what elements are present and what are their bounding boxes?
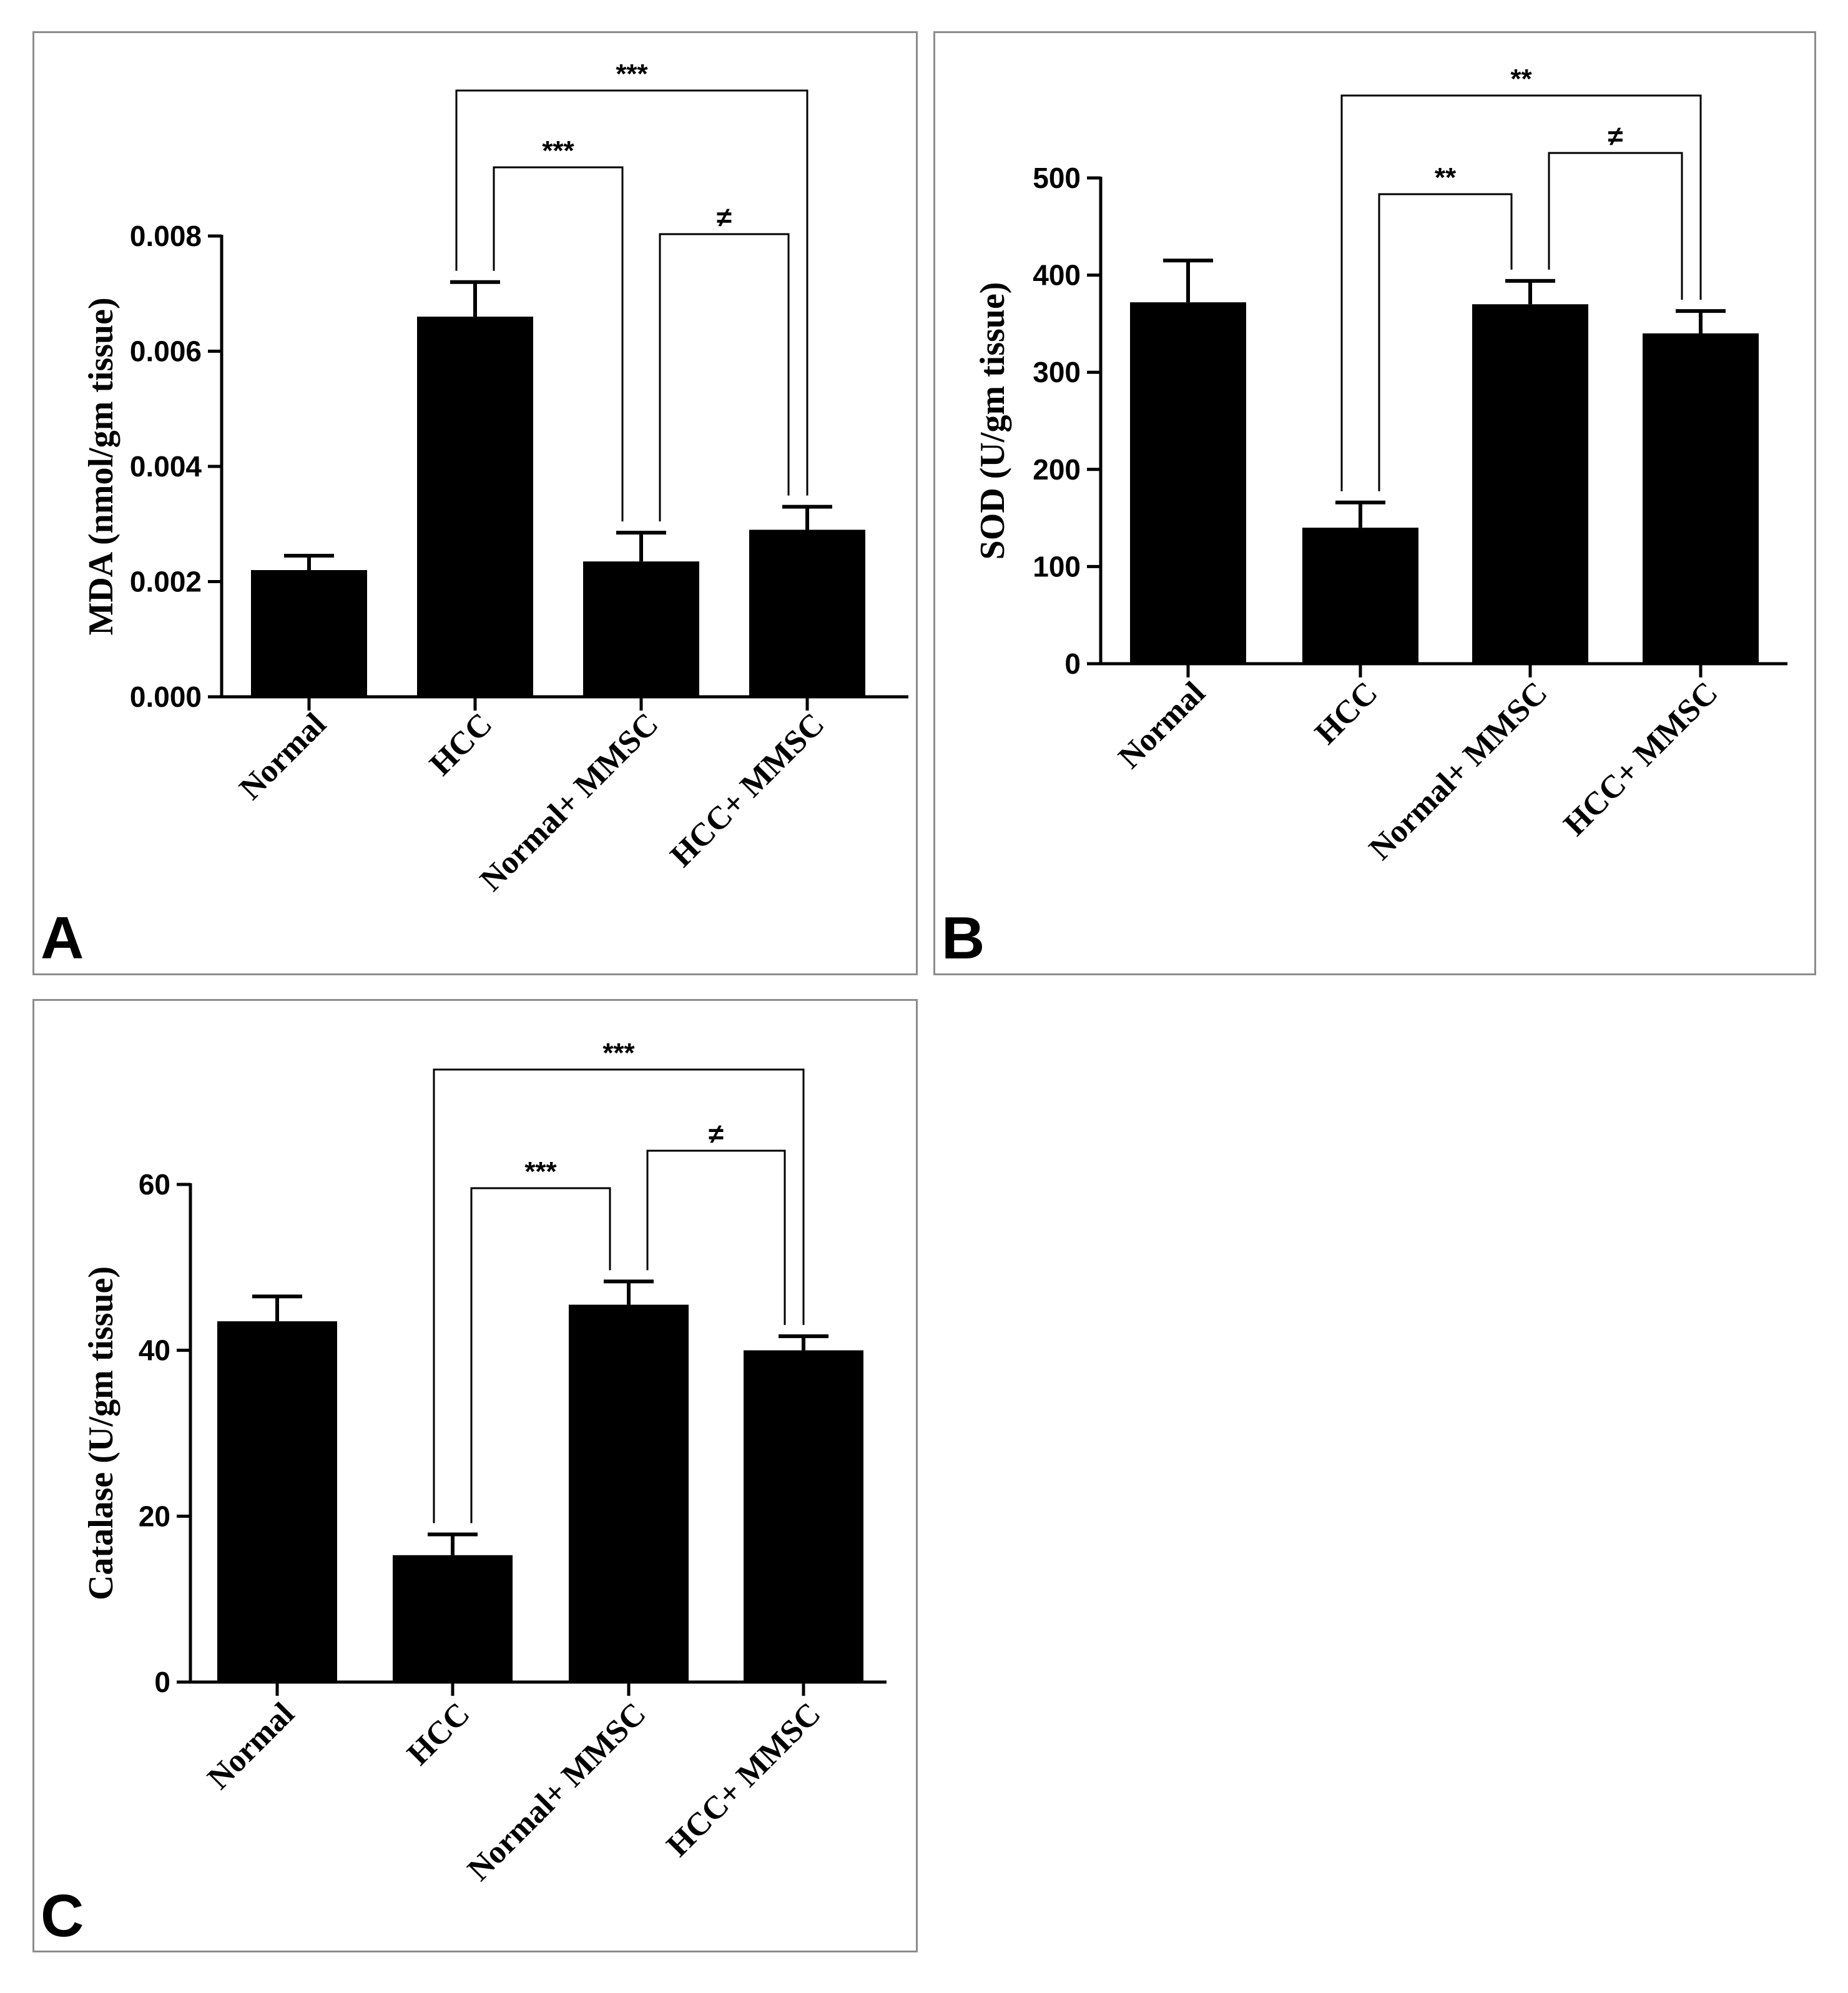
category-label: Normal [201,1696,302,1796]
bar [1643,333,1759,664]
bar [744,1350,863,1682]
y-tick-label: 0.000 [130,681,202,713]
y-tick-label: 200 [1033,453,1081,486]
category-label: HCC [423,706,499,782]
category-label: Normal+ MMSC [473,706,665,898]
significance-label: *** [616,59,648,89]
significance-bracket [1378,193,1513,491]
panel-letter-c: C [41,1882,84,1949]
category-label: Normal+ MMSC [461,1696,652,1887]
panel-letter-b: B [941,905,985,972]
bar [1472,304,1588,664]
significance-bracket [659,233,790,522]
bar [1130,302,1246,664]
significance-label: ** [1510,64,1532,94]
mda-chart: 0.000 0.002 0.004 0.006 0.008 MDA (nmol/gm ti… [82,59,908,898]
y-tick-label: 0.002 [130,566,202,598]
y-tick-label: 0.008 [130,220,202,252]
y-axis-label: Catalase (U/gm tissue) [82,1266,120,1600]
y-tick-label: 0 [154,1666,170,1698]
significance-bracket [1340,94,1702,491]
significance-bracket [493,166,624,522]
bar [217,1321,337,1682]
category-label: HCC+ MMSC [1557,675,1725,843]
bar [393,1555,513,1682]
y-axis-label: SOD (U/gm tissue) [973,282,1012,560]
significance-bracket [455,89,808,496]
category-label: Normal [1112,675,1212,775]
category-label: Normal+ MMSC [1362,675,1554,867]
panel-c: 0 20 40 60 Catalase (U/gm tissue) Normal HCC No… [32,999,918,1952]
bar [569,1304,689,1682]
category-label: HCC+ MMSC [660,1696,828,1864]
significance-label: ≠ [709,1119,724,1149]
significance-label: *** [524,1156,557,1187]
bar [417,317,533,697]
significance-label: ≠ [717,202,732,233]
sod-chart: 0 100 200 300 400 500 SOD (U/gm tissue) Normal H… [973,64,1787,867]
y-tick-label: 60 [139,1168,170,1201]
significance-bracket [1548,152,1683,300]
y-tick-label: 100 [1033,550,1081,583]
panel-b: 0 100 200 300 400 500 SOD (U/gm tissue) Normal H… [933,31,1816,975]
significance-label: *** [602,1038,635,1068]
bar [583,561,699,697]
significance-label: ≠ [1608,121,1623,152]
category-label: Normal [233,706,333,807]
y-axis-label: MDA (nmol/gm tissue) [82,297,120,635]
category-label: HCC+ MMSC [664,706,832,874]
category-label: HCC [1308,675,1384,751]
panel-a: 0.000 0.002 0.004 0.006 0.008 MDA (nmol/gm ti… [32,31,918,975]
category-label: HCC [400,1696,476,1772]
y-tick-label: 300 [1033,356,1081,388]
bar [1302,528,1418,664]
y-tick-label: 40 [139,1334,170,1367]
y-tick-label: 20 [139,1500,170,1532]
significance-label: *** [542,135,574,166]
significance-bracket [433,1068,805,1523]
significance-bracket [646,1149,786,1326]
y-tick-label: 0.006 [130,335,202,368]
bar [251,570,367,697]
significance-bracket [470,1187,611,1523]
significance-label: ** [1435,162,1457,193]
y-tick-label: 500 [1033,162,1081,194]
y-tick-label: 400 [1033,259,1081,292]
bar [749,529,865,697]
panel-letter-a: A [41,905,84,972]
y-tick-label: 0.004 [130,450,202,483]
catalase-chart: 0 20 40 60 Catalase (U/gm tissue) Normal HCCNo… [82,1038,887,1888]
y-tick-label: 0 [1064,647,1081,680]
